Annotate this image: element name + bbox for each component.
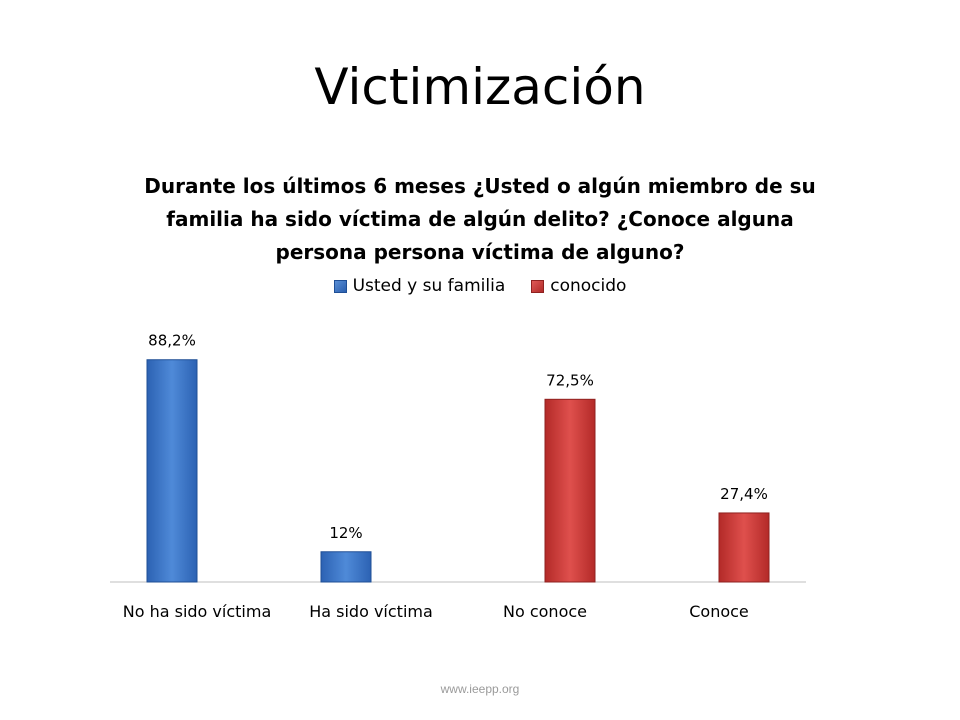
data-label: 88,2% [148, 332, 196, 350]
legend-label-usted: Usted y su familia [352, 276, 506, 296]
legend-swatch-blue [333, 279, 347, 293]
category-label: Conoce [689, 602, 749, 621]
data-label: 27,4% [720, 485, 768, 503]
bar-usted-0 [146, 359, 198, 583]
data-label: 72,5% [546, 371, 594, 389]
category-label: No ha sido víctima [123, 602, 272, 621]
legend-label-conocido: conocido [550, 276, 627, 296]
legend-item-usted: Usted y su familia [333, 276, 506, 296]
chart-title: Durante los últimos 6 meses ¿Usted o alg… [144, 174, 816, 264]
legend-item-conocido: conocido [531, 276, 626, 296]
bar-conocido-3 [718, 512, 770, 583]
bar-conocido-2 [544, 398, 596, 583]
legend-swatch-red [531, 279, 545, 293]
category-label: Ha sido víctima [309, 602, 433, 621]
footer-url: www.ieepp.org [440, 682, 520, 696]
category-label: No conoce [503, 602, 587, 621]
chart-legend: Usted y su familia conocido [0, 276, 960, 296]
data-label: 12% [329, 524, 362, 542]
bar-usted-1 [320, 551, 372, 583]
slide-title: Victimización [314, 58, 646, 116]
